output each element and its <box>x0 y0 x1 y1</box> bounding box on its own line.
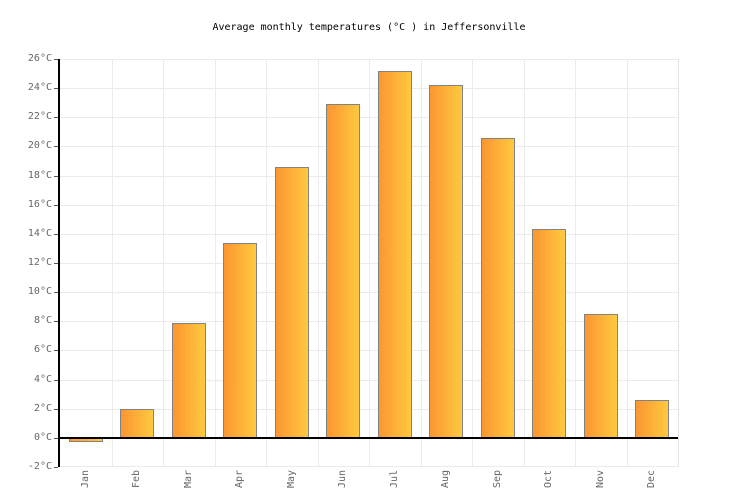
bar-jun <box>326 104 360 438</box>
x-tick-label: Jun <box>337 469 348 488</box>
y-tick-label: 4°C <box>33 374 52 385</box>
x-tick-label: Jan <box>80 469 91 488</box>
x-tick-label: Mar <box>183 469 194 488</box>
y-tick-label: 20°C <box>27 140 52 151</box>
gridline-v <box>421 59 422 467</box>
bar-mar <box>172 323 206 438</box>
y-tick-label: 14°C <box>27 228 52 239</box>
y-tick-label: 18°C <box>27 170 52 181</box>
y-tick-mark <box>54 117 58 118</box>
bar-may <box>275 167 309 438</box>
x-tick-label: Nov <box>595 469 606 488</box>
gridline-v <box>112 59 113 467</box>
y-tick-mark <box>54 176 58 177</box>
y-tick-mark <box>54 146 58 147</box>
x-tick-label: Aug <box>440 469 451 488</box>
bar-oct <box>532 229 566 438</box>
y-tick-label: 26°C <box>27 53 52 64</box>
gridline-v <box>163 59 164 467</box>
y-tick-label: 6°C <box>33 344 52 355</box>
y-tick-mark <box>54 88 58 89</box>
x-tick-label: May <box>286 469 297 488</box>
bar-dec <box>635 400 669 438</box>
gridline-v <box>472 59 473 467</box>
y-tick-mark <box>54 321 58 322</box>
y-tick-label: 16°C <box>27 199 52 210</box>
y-tick-mark <box>54 438 58 439</box>
y-tick-label: 0°C <box>33 432 52 443</box>
y-tick-label: -2°C <box>27 461 52 472</box>
gridline-v <box>266 59 267 467</box>
bar-apr <box>223 243 257 438</box>
gridline-v <box>318 59 319 467</box>
y-tick-mark <box>54 380 58 381</box>
chart-title: Average monthly temperatures (°C ) in Je… <box>212 22 526 33</box>
x-tick-label: Dec <box>646 469 657 488</box>
x-tick-label: Oct <box>543 469 554 488</box>
x-tick-label: Feb <box>131 469 142 488</box>
gridline-v <box>575 59 576 467</box>
gridline-v <box>627 59 628 467</box>
y-tick-label: 10°C <box>27 286 52 297</box>
gridline-v <box>369 59 370 467</box>
x-tick-label: Sep <box>492 469 503 488</box>
y-tick-label: 22°C <box>27 111 52 122</box>
x-tick-label: Jul <box>389 469 400 488</box>
bar-nov <box>584 314 618 438</box>
plot-area <box>58 59 679 467</box>
y-tick-mark <box>54 263 58 264</box>
gridline-v <box>215 59 216 467</box>
x-tick-label: Apr <box>234 469 245 488</box>
y-tick-label: 8°C <box>33 315 52 326</box>
y-tick-mark <box>54 205 58 206</box>
y-tick-label: 12°C <box>27 257 52 268</box>
bar-aug <box>429 85 463 438</box>
gridline-v <box>524 59 525 467</box>
bar-sep <box>481 138 515 438</box>
bar-jul <box>378 71 412 438</box>
bar-feb <box>120 409 154 438</box>
y-tick-mark <box>54 409 58 410</box>
y-tick-mark <box>54 467 58 468</box>
y-tick-mark <box>54 350 58 351</box>
y-tick-label: 2°C <box>33 403 52 414</box>
y-tick-mark <box>54 59 58 60</box>
zero-axis-line <box>60 437 678 439</box>
y-tick-mark <box>54 292 58 293</box>
y-tick-mark <box>54 234 58 235</box>
y-tick-label: 24°C <box>27 82 52 93</box>
